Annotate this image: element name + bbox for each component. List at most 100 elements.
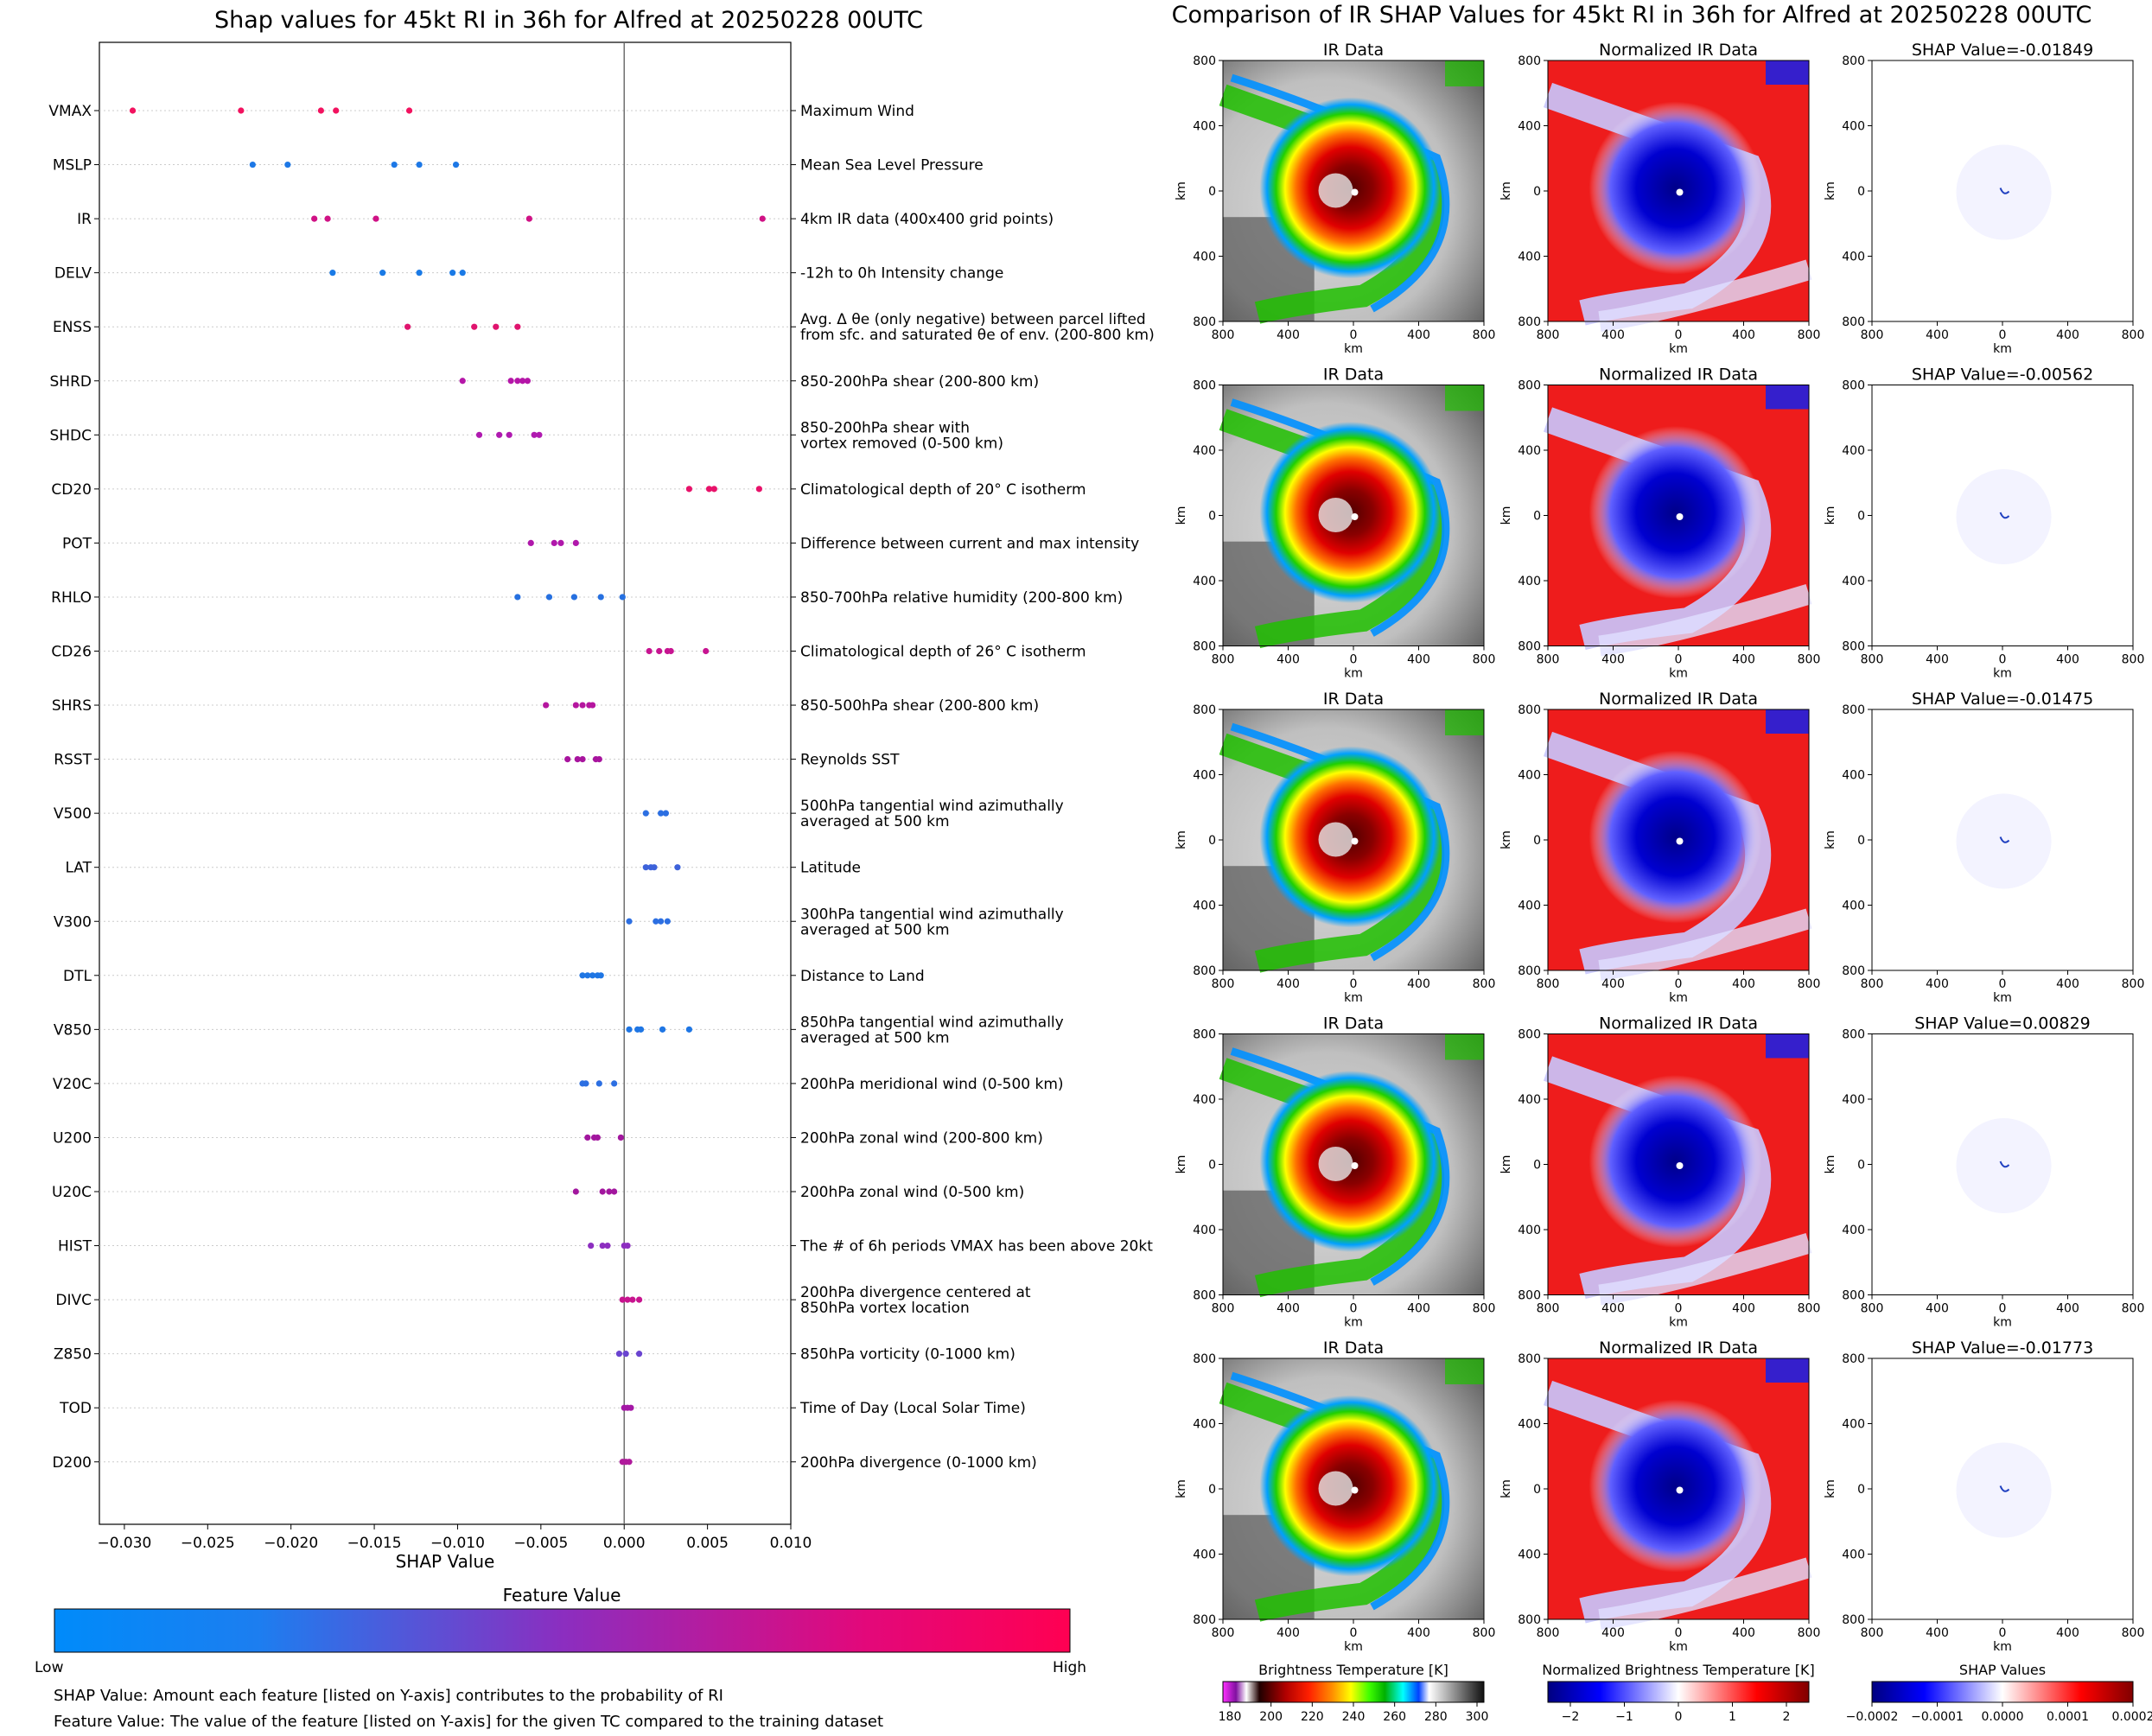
shap-point (619, 594, 626, 601)
panel-title: IR Data (1323, 1339, 1384, 1358)
shap-point (570, 594, 577, 601)
feature-name: HIST (58, 1238, 92, 1256)
shap-point (611, 1188, 618, 1195)
ir-land-overlay (1318, 1147, 1353, 1182)
panel-x-tick-label: 400 (1277, 328, 1300, 342)
shap-point (551, 539, 557, 547)
panel-x-tick-label: 0 (1999, 1626, 2007, 1640)
panel-y-tick-label: 800 (1518, 315, 1541, 329)
norm-corner-cloud (1766, 1033, 1809, 1059)
shap-point (597, 972, 604, 979)
panel-x-label: km (1993, 667, 2012, 681)
feature-name: RHLO (51, 589, 92, 607)
panel-title: Normalized IR Data (1599, 1339, 1758, 1358)
feature-description: 200hPa divergence centered at (800, 1284, 1031, 1301)
panel-title: SHAP Value=-0.01475 (1912, 690, 2093, 709)
panel-x-tick-label: 0 (1999, 977, 2007, 991)
ir-land-overlay (1318, 173, 1353, 208)
panel-x-tick-label: 400 (2056, 1626, 2079, 1640)
colorbar: Normalized Brightness Temperature [K] −2 −… (1542, 1662, 1815, 1724)
feature-description: Time of Day (Local Solar Time) (799, 1400, 1026, 1417)
shap-point (635, 1296, 643, 1303)
shap-point (637, 1026, 645, 1033)
shap-point (624, 1242, 631, 1250)
panel-y-tick-label: 400 (1518, 900, 1541, 913)
feature-name: IR (77, 211, 92, 228)
panel-title: SHAP Value=-0.00562 (1912, 366, 2093, 385)
colorbar-label: Normalized Brightness Temperature [K] (1542, 1662, 1815, 1678)
x-tick-label: −0.010 (430, 1535, 485, 1552)
panel-y-tick-label: 400 (1842, 120, 1865, 134)
ir-corner-cloud (1445, 60, 1484, 86)
panel-x-tick-label: 800 (1473, 653, 1496, 667)
feature-name: U200 (53, 1129, 92, 1147)
norm-corner-cloud (1766, 709, 1809, 734)
colorbar: SHAP Values −0.0002 −0.0001 0.0000 0.0001 0.0… (1846, 1662, 2152, 1724)
ir-rainband-blue (1230, 1047, 1450, 1286)
panel-x-tick-label: 800 (1473, 328, 1496, 342)
shap-point (238, 107, 245, 114)
panel-y-tick-label: 800 (1193, 640, 1216, 654)
feature-description: The # of 6h periods VMAX has been above … (799, 1238, 1153, 1256)
shap-point (604, 1242, 611, 1250)
shap-point (583, 1080, 589, 1087)
panel-x-tick-label: 0 (1675, 328, 1683, 342)
shap-point (574, 756, 581, 763)
shap-point (545, 594, 553, 601)
feature-name: DELV (54, 265, 92, 283)
panel-x-label: km (1669, 1640, 1688, 1654)
panel-y-tick-label: 800 (1842, 964, 1865, 978)
panel-y-tick-label: 400 (1842, 1093, 1865, 1107)
panel-y-label: km (1175, 1479, 1188, 1498)
shap-point (372, 215, 379, 222)
panel-y-label: km (1175, 1155, 1188, 1174)
panel-x-tick-label: 0 (1675, 977, 1683, 991)
panel-x-tick-label: 800 (1537, 653, 1560, 667)
shap-point (664, 918, 671, 925)
panel-y-tick-label: 800 (1193, 1289, 1216, 1303)
panel-x-label: km (1344, 342, 1363, 356)
panel-x-tick-label: 400 (1277, 653, 1300, 667)
feature-description: 500hPa tangential wind azimuthally (800, 798, 1064, 815)
x-axis-ticks: −0.030 −0.025 −0.020 −0.015 −0.010 −0.005 0.00… (97, 1524, 812, 1552)
norm-corner-cloud (1766, 1358, 1809, 1383)
panel-x-label: km (1993, 991, 2012, 1005)
shap-point (710, 486, 717, 493)
colorbar-tick-label: −1 (1615, 1710, 1633, 1724)
panel-x-tick-label: 400 (2056, 328, 2079, 342)
x-tick-label: 0.000 (603, 1535, 646, 1552)
feature-description: Distance to Land (800, 968, 925, 985)
panel-x-label: km (1344, 991, 1363, 1005)
feature-description: Climatological depth of 20° C isotherm (800, 481, 1086, 499)
ir-panel: Normalized IR Data8008004004000040040080… (1499, 1339, 1820, 1654)
shap-point (572, 702, 579, 709)
ir-land-overlay (1318, 498, 1353, 533)
shap-point (525, 215, 532, 222)
panel-x-tick-label: 800 (1861, 1626, 1884, 1640)
panel-x-tick-label: 0 (1350, 1626, 1358, 1640)
panel-x-label: km (1344, 1640, 1363, 1654)
panel-x-tick-label: 400 (2056, 653, 2079, 667)
shap-map-eye-feature (1999, 1485, 2010, 1492)
panel-y-tick-label: 400 (1842, 1418, 1865, 1432)
shap-point (617, 1134, 624, 1141)
shap-point (759, 215, 766, 222)
shap-point (333, 107, 340, 114)
shap-point (619, 1296, 626, 1303)
shap-point (627, 1404, 634, 1411)
panel-x-tick-label: 800 (1537, 1302, 1560, 1316)
shap-point (651, 864, 658, 871)
panel-x-label: km (1993, 1316, 2012, 1330)
shap-point (642, 864, 649, 871)
feature-description: averaged at 500 km (800, 813, 950, 830)
shap-point (658, 918, 665, 925)
shap-point (531, 431, 538, 438)
panel-y-tick-label: 800 (1518, 964, 1541, 978)
panel-y-label: km (1824, 1479, 1837, 1498)
panel-x-tick-label: 400 (1601, 1626, 1625, 1640)
panel-y-tick-label: 800 (1842, 703, 1865, 717)
shap-point (317, 107, 324, 114)
panel-title: IR Data (1323, 366, 1384, 385)
